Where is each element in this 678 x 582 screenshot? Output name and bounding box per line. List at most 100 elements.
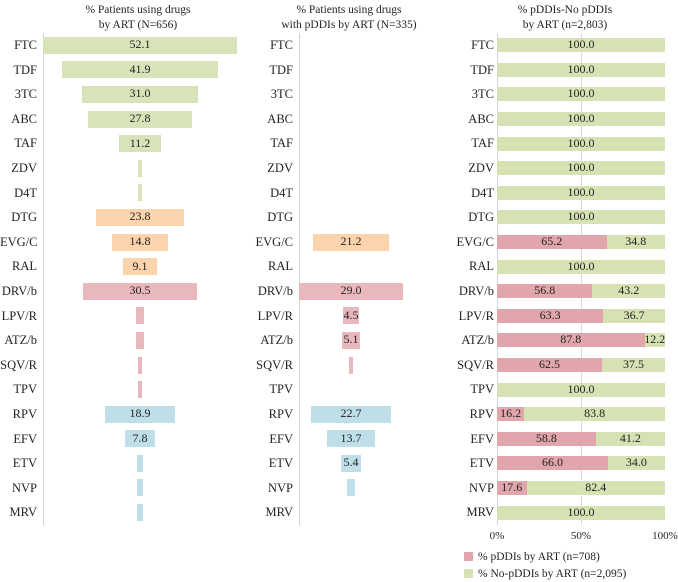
category-label: TAF <box>14 136 37 151</box>
segment-value-label: 65.2 <box>541 234 563 249</box>
category-label: FTC <box>471 38 494 52</box>
category-label: LPV/R <box>1 308 37 323</box>
legend-item[interactable]: % pDDIs by ART (n=708) <box>464 548 626 565</box>
bar-value-label: 29.0 <box>340 283 362 298</box>
value-bar <box>138 159 142 177</box>
value-bar <box>137 454 143 472</box>
stacked-bar: 100.0 <box>497 209 665 225</box>
value-bar: 22.7 <box>310 405 392 423</box>
category-label: LPV/R <box>458 308 494 323</box>
segment-value-label: 58.8 <box>535 430 557 445</box>
category-label: RAL <box>469 259 494 274</box>
chart-row: ETV 66.0 34.0 <box>442 451 678 476</box>
segment-value-label: 100.0 <box>567 135 595 150</box>
category-label: EVG/C <box>255 234 294 249</box>
chart-row: DRV/b 29.0 <box>252 279 440 304</box>
category-label: 3TC <box>471 87 494 102</box>
chart-row: ABC <box>252 107 440 132</box>
stacked-bar: 17.6 82.4 <box>497 479 665 495</box>
no-pddi-segment: 41.2 <box>595 431 665 446</box>
value-bar: 27.8 <box>88 110 192 128</box>
category-label: FTC <box>14 38 37 52</box>
category-label: ZDV <box>11 160 37 175</box>
category-label: ETV <box>12 456 37 471</box>
stacked-bar: 63.3 36.7 <box>497 307 665 323</box>
segment-value-label: 63.3 <box>539 307 561 322</box>
chart-row: DTG 100.0 <box>442 205 678 230</box>
panel-patients-using-drugs-with-pddis: % Patients using drugs with pDDIs by ART… <box>252 0 440 531</box>
no-pddi-segment: 100.0 <box>497 258 665 274</box>
category-label: TAF <box>471 136 494 151</box>
no-pddi-segment: 100.0 <box>497 185 665 200</box>
stacked-bar: 100.0 <box>497 111 665 127</box>
category-label: ETV <box>268 456 293 471</box>
pddi-segment: 17.6 <box>497 479 527 495</box>
bar-value-label: 7.8 <box>132 430 148 445</box>
stacked-bar: 100.0 <box>497 185 665 200</box>
chart-row: TDF 41.9 <box>0 58 250 83</box>
legend-label: % No-pDDIs by ART (n=2,095) <box>478 567 627 580</box>
chart-row: TAF 100.0 <box>442 131 678 156</box>
category-label: NVP <box>11 480 37 495</box>
chart-row: RAL 9.1 <box>0 254 250 279</box>
bar-value-label: 13.7 <box>340 430 362 445</box>
category-label: RPV <box>469 406 494 421</box>
panel-patients-using-drugs: % Patients using drugs by ART (N=656) FT… <box>0 0 250 531</box>
legend-swatch-icon <box>464 552 473 561</box>
chart-row: RPV 18.9 <box>0 402 250 427</box>
bar-value-label: 4.5 <box>343 307 359 322</box>
chart-row: NVP <box>252 476 440 501</box>
category-label: ATZ/b <box>4 333 37 348</box>
no-pddi-segment: 100.0 <box>497 37 665 53</box>
value-bar: 29.0 <box>299 282 403 300</box>
value-bar <box>349 356 353 374</box>
no-pddi-segment: 100.0 <box>497 62 665 77</box>
category-label: ABC <box>468 111 494 126</box>
segment-value-label: 87.8 <box>560 332 582 347</box>
chart-row: TDF <box>252 58 440 83</box>
bar-value-label: 9.1 <box>132 258 148 273</box>
stacked-bar: 56.8 43.2 <box>497 283 665 299</box>
legend-item[interactable]: % No-pDDIs by ART (n=2,095) <box>464 565 626 582</box>
chart-row: ZDV 100.0 <box>442 156 678 181</box>
no-pddi-segment: 100.0 <box>497 160 665 176</box>
no-pddi-segment: 36.7 <box>603 308 665 323</box>
category-label: 3TC <box>270 87 293 102</box>
chart-row: TPV 100.0 <box>442 377 678 402</box>
chart-row: TAF <box>252 131 440 156</box>
segment-value-label: 34.0 <box>625 455 647 470</box>
midpoint-gridline <box>581 33 582 525</box>
value-bar <box>346 479 356 497</box>
plot-area-right: FTC 100.0 TDF 100.0 3TC 100.0 ABC 100.0 TAF 100.0… <box>442 33 678 531</box>
bar-value-label: 30.5 <box>129 283 151 298</box>
category-label: ABC <box>267 111 293 126</box>
chart-row: ABC 27.8 <box>0 107 250 132</box>
chart-row: EFV 7.8 <box>0 427 250 452</box>
no-pddi-segment: 100.0 <box>497 382 665 397</box>
chart-row: ZDV <box>0 156 250 181</box>
category-label: D4T <box>14 185 37 200</box>
category-label: ZDV <box>468 160 494 175</box>
category-label: DTG <box>468 210 494 225</box>
segment-value-label: 100.0 <box>567 258 595 273</box>
chart-row: TDF 100.0 <box>442 58 678 83</box>
segment-value-label: 100.0 <box>567 160 595 175</box>
category-label: 3TC <box>14 87 37 102</box>
pddi-segment: 87.8 <box>497 332 645 348</box>
segment-value-label: 100.0 <box>567 86 595 101</box>
category-label: EVG/C <box>456 234 495 249</box>
value-bar: 14.8 <box>112 233 168 251</box>
category-label: TPV <box>13 382 37 397</box>
category-label: ABC <box>11 111 37 126</box>
category-label: DTG <box>267 210 293 225</box>
segment-value-label: 16.2 <box>500 406 522 421</box>
no-pddi-segment: 100.0 <box>497 86 665 102</box>
no-pddi-segment: 100.0 <box>497 135 665 151</box>
legend-swatch-icon <box>464 569 473 578</box>
category-label: ETV <box>469 456 494 471</box>
value-bar: 9.1 <box>123 258 157 276</box>
category-label: RPV <box>12 406 37 421</box>
segment-value-label: 17.6 <box>501 479 523 494</box>
category-label: TPV <box>269 382 293 397</box>
chart-row: ABC 100.0 <box>442 107 678 132</box>
